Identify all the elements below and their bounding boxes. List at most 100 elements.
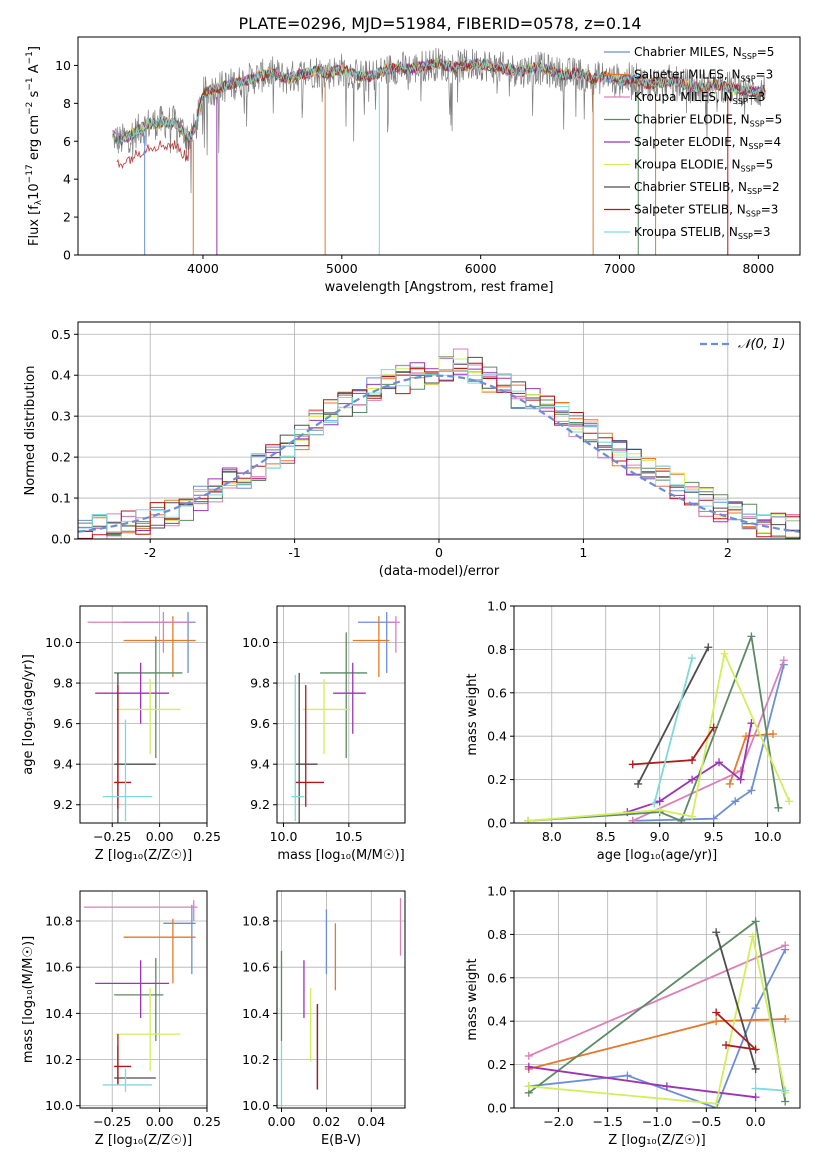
x-tick-label: 2 <box>724 545 732 560</box>
y-tick-label: 1.0 <box>487 599 507 614</box>
weight-series-line <box>715 931 757 1070</box>
weight-point-marker <box>781 1086 790 1095</box>
weight-series-line <box>715 1011 759 1051</box>
legend-entry: Kroupa ELODIE, NSSP=5 <box>634 158 773 174</box>
x-axis-label: (data-model)/error <box>379 564 500 579</box>
x-tick-label: 0 <box>435 545 443 560</box>
observed-spectrum-line <box>112 47 766 194</box>
weight-point-marker <box>781 1097 790 1106</box>
weight-series-line <box>637 646 710 785</box>
x-tick-label: -1 <box>288 545 300 560</box>
weight-point-marker <box>747 786 756 795</box>
x-axis-label: Z [log₁₀(Z/Z☉)] <box>95 848 192 863</box>
y-tick-label: 9.4 <box>53 757 73 772</box>
weight-point-marker <box>704 643 713 652</box>
y-tick-label: 10.6 <box>45 960 73 975</box>
y-tick-label: 10.2 <box>242 1052 270 1067</box>
x-axis-label: Z [log₁₀(Z/Z☉)] <box>608 1133 705 1148</box>
x-tick-label: 9.0 <box>650 829 670 844</box>
histograms <box>78 348 800 539</box>
weight-point-marker <box>712 1008 721 1017</box>
error-bars <box>280 897 402 1106</box>
y-tick-label: 9.4 <box>250 757 270 772</box>
normal-reference-curve <box>78 374 800 533</box>
y-tick-label: 10.4 <box>242 1006 270 1021</box>
weight-point-marker <box>736 766 745 775</box>
weight-point-marker <box>688 775 697 784</box>
weight-point-marker <box>712 928 721 937</box>
axes-frame <box>79 605 208 824</box>
weight-series-line <box>527 650 791 822</box>
weight-point-marker <box>623 1071 632 1080</box>
y-tick-label: 9.2 <box>250 797 270 812</box>
x-tick-label: 6000 <box>465 261 497 276</box>
weight-point-marker <box>524 1051 533 1060</box>
weight-point-marker <box>712 1017 721 1026</box>
y-tick-label: 0.2 <box>51 450 71 465</box>
age-vs-z-panel: −0.25 0.00 0.25 9.2 9.4 9.6 9.8 10.0 Z [log₁₀(Z/… <box>21 605 221 863</box>
y-tick-label: 10.4 <box>45 1006 73 1021</box>
weight-point-marker <box>715 758 724 767</box>
y-tick-label: 10.2 <box>45 1052 73 1067</box>
axes-frame <box>79 890 208 1109</box>
y-tick-label: 0.0 <box>51 532 71 547</box>
x-tick-label: 0.25 <box>193 829 221 844</box>
y-tick-label: 10.6 <box>242 960 270 975</box>
legend-entry: Chabrier ELODIE, NSSP=5 <box>634 113 782 129</box>
error-bars <box>83 900 198 1092</box>
legend-entry: Salpeter STELIB, NSSP=3 <box>634 203 778 219</box>
weight-point-marker <box>781 1015 790 1024</box>
y-tick-label: 0.0 <box>487 1101 507 1116</box>
weight-point-marker <box>769 730 778 739</box>
x-axis-label: mass [log₁₀(M/M☉)] <box>277 848 404 863</box>
weight-series-line <box>653 657 693 804</box>
weight-point-marker <box>677 816 686 823</box>
axes-frame <box>77 36 801 256</box>
y-tick-label: 9.8 <box>53 676 73 691</box>
y-axis-label: mass weight <box>465 673 480 755</box>
x-tick-label: −2.0 <box>543 1114 573 1129</box>
weight-point-marker <box>524 1062 533 1071</box>
weight-point-marker <box>731 797 740 806</box>
y-tick-label: 2 <box>63 210 71 225</box>
x-tick-label: −1.5 <box>593 1114 623 1129</box>
y-tick-label: 10.0 <box>242 635 270 650</box>
y-tick-label: 4 <box>63 172 71 187</box>
weight-lines <box>524 632 794 823</box>
y-axis-label: mass weight <box>465 958 480 1040</box>
x-tick-label: 10.5 <box>335 829 363 844</box>
axes-frame <box>513 890 801 1109</box>
weight-series-line <box>755 1087 786 1092</box>
axes-frame <box>77 321 801 540</box>
x-tick-label: 8000 <box>742 261 774 276</box>
weight-point-marker <box>655 797 664 806</box>
weight-point-marker <box>709 814 718 823</box>
x-axis-label: E(B-V) <box>321 1133 361 1148</box>
weight-point-marker <box>751 1004 760 1013</box>
x-axis-label: wavelength [Angstrom, rest frame] <box>325 280 554 295</box>
y-tick-label: 0.6 <box>487 685 507 700</box>
x-tick-label: 1 <box>579 545 587 560</box>
mass-vs-ebv-panel: 0.00 0.02 0.04 10.0 10.2 10.4 10.6 10.8 E(B-V) <box>242 890 406 1148</box>
y-tick-label: 6 <box>63 134 71 149</box>
model-spectrum-line <box>112 58 766 146</box>
x-tick-label: 0.0 <box>746 1114 766 1129</box>
weight-lines <box>524 917 790 1108</box>
x-tick-label: -2 <box>144 545 156 560</box>
axes-frame <box>513 605 801 824</box>
legend-entry: Chabrier MILES, NSSP=5 <box>634 45 774 61</box>
mass-vs-z-panel: −0.25 0.00 0.25 10.0 10.2 10.4 10.6 10.8 Z [log₁… <box>21 890 221 1148</box>
y-tick-label: 10.8 <box>242 914 270 929</box>
weight-point-marker <box>781 941 790 950</box>
weight-point-marker <box>725 779 734 788</box>
y-axis-label: age [log₁₀(age/yr)] <box>21 654 36 775</box>
weight-point-marker <box>751 1045 760 1054</box>
y-tick-label: 9.6 <box>250 716 270 731</box>
x-tick-label: 10.0 <box>754 829 782 844</box>
legend-entry: 𝒩(0, 1) <box>738 337 785 352</box>
weight-point-marker <box>779 656 788 665</box>
x-tick-label: 0.25 <box>193 1114 221 1129</box>
y-tick-label: 0.3 <box>51 409 71 424</box>
x-tick-label: −0.25 <box>93 1114 131 1129</box>
